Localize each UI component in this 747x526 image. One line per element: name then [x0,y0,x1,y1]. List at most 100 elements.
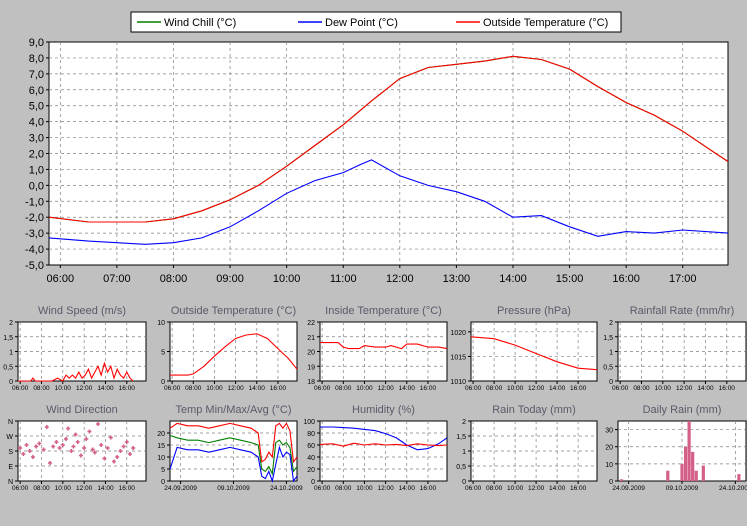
y-tick-label: 8,0 [29,53,44,65]
y-tick-label: 1020 [450,330,466,337]
x-tick-label: 10:00 [356,485,373,492]
y-tick-label: 1,0 [29,164,44,176]
scatter-point [37,441,42,446]
x-tick-label: 06:00 [314,485,331,492]
y-tick-label: 2 [609,320,613,327]
scatter-point [27,449,32,453]
x-tick-label: 16:00 [570,385,587,392]
y-tick-label: -5,0 [25,260,44,272]
chart-title: Rainfall Rate (mm/hr) [630,305,735,317]
y-tick-label: 60 [307,443,315,450]
y-tick-label: 80 [307,431,315,438]
chart-pressure: 1010 1015 1020 06:00 08:00 10:00 12:00 14:00 16:… [450,305,598,392]
chart-title: Daily Rain (mm) [643,404,722,416]
x-tick-label: 14:00 [549,385,566,392]
chart-title: Outside Temperature (°C) [171,305,296,317]
legend-box [130,11,622,33]
legend-label: Wind Chill (°C) [164,17,236,29]
scatter-point [21,452,26,456]
y-tick-label: 2 [462,419,466,426]
bar [619,479,624,481]
chart-title: Temp Min/Max/Avg (°C) [175,404,291,416]
x-tick-label: 13:00 [443,273,471,285]
y-tick-label: 6,0 [29,85,44,97]
scatter-point [84,437,89,441]
bar [691,451,695,481]
y-tick-label: 1 [609,350,613,357]
scatter-point [90,447,95,452]
scatter-point [92,450,97,455]
x-tick-label: 06:00 [465,485,482,492]
y-tick-label: 20 [605,445,613,452]
bar [683,446,688,481]
y-tick-label: 19 [307,364,315,371]
series-line-2 [169,434,298,476]
x-tick-label: 10:00 [55,385,72,392]
scatter-point [112,459,116,464]
scatter-point [87,429,92,434]
scatter-point [66,426,71,431]
y-tick-label: 0 [161,379,165,386]
x-tick-label: 16:00 [420,385,437,392]
x-tick-label: 24.10.2009 [270,485,303,492]
y-tick-label: -2,0 [25,212,44,224]
y-tick-label: 3,0 [29,133,44,145]
y-tick-label: 2 [9,320,13,327]
y-tick-label: 0,5 [603,364,613,371]
scatter-point [54,440,59,444]
scatter-point [121,444,126,449]
scatter-point [64,437,68,441]
y-tick-label: 0 [161,479,165,486]
x-tick-label: 16:00 [119,485,136,492]
x-tick-label: 12:00 [377,385,394,392]
scatter-point [48,461,52,465]
x-tick-label: 14:00 [697,385,714,392]
x-tick-label: 10:00 [655,385,672,392]
x-tick-label: 08:00 [486,385,503,392]
scatter-point [69,449,74,453]
bar [687,421,691,481]
x-tick-label: 24.09.2009 [164,485,197,492]
series-line-1 [470,336,598,371]
x-tick-label: 09:00 [216,273,244,285]
x-tick-label: 14:00 [549,485,566,492]
scatter-point [124,440,129,444]
y-tick-label: S [8,449,13,456]
scatter-point [44,425,49,429]
y-tick-label: 4,0 [29,117,44,129]
scatter-point [60,443,65,447]
x-tick-label: 08:00 [33,385,50,392]
chart-inside-temperature: 18 19 20 21 22 06:00 08:00 10:00 12:00 14:00 16:00… [307,305,448,392]
x-tick-label: 16:00 [119,385,136,392]
y-tick-label: 0 [9,379,13,386]
scatter-point [118,449,123,453]
x-tick-label: 06:00 [314,385,331,392]
x-tick-label: 06:00 [12,385,29,392]
chart-title: Inside Temperature (°C) [325,305,442,317]
y-tick-label: 100 [303,419,315,426]
x-tick-label: 17:00 [669,273,697,285]
y-tick-label: 0,5 [456,464,466,471]
y-tick-label: 1 [462,449,466,456]
y-tick-label: 10 [157,455,165,462]
x-tick-label: 12:00 [76,485,93,492]
x-tick-label: 12:00 [76,385,93,392]
y-tick-label: E [8,464,13,471]
y-tick-label: 9,0 [29,37,44,49]
scatter-point [96,422,100,426]
x-tick-label: 12:00 [676,385,693,392]
x-tick-label: 10:00 [273,273,301,285]
scatter-point [128,452,132,456]
plot-area [17,321,147,382]
y-tick-label: 1010 [450,379,466,386]
x-tick-label: 06:00 [12,485,29,492]
y-tick-label: 10 [157,320,165,327]
y-tick-label: 2,0 [29,149,44,161]
legend: Wind Chill (°C) Dew Point (°C) Outside Tem… [130,11,622,33]
x-tick-label: 10:00 [507,485,524,492]
y-tick-label: 20 [307,350,315,357]
x-tick-label: 10:00 [356,385,373,392]
y-tick-label: 10 [605,462,613,469]
